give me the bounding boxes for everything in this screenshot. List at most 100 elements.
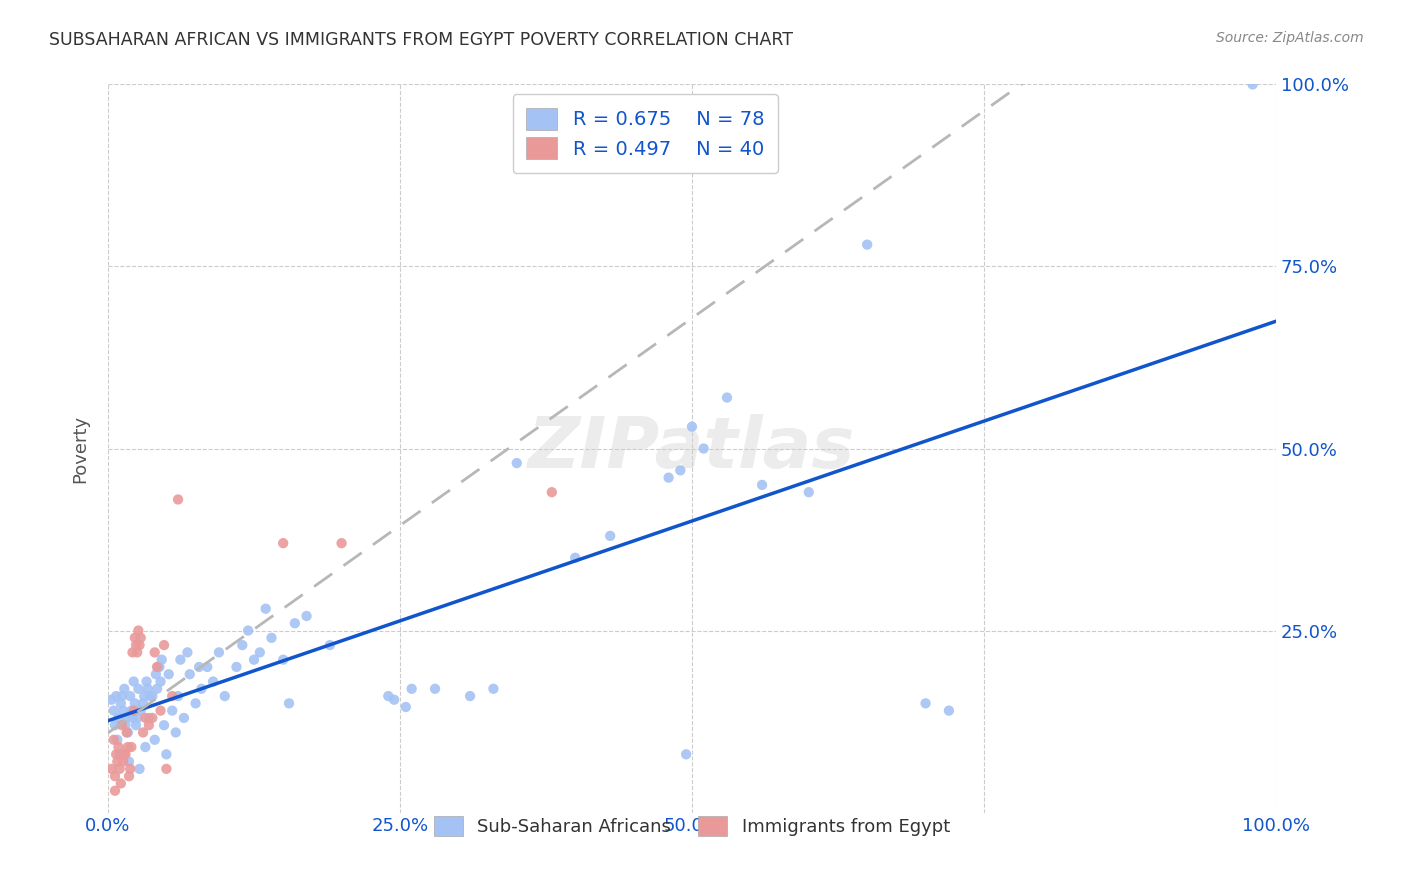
- Point: [167, 689, 190, 703]
- Point: [138, 711, 160, 725]
- Point: [330, 536, 353, 550]
- Point: [208, 645, 231, 659]
- Point: [104, 718, 127, 732]
- Point: [141, 711, 163, 725]
- Point: [914, 697, 936, 711]
- Point: [104, 769, 127, 783]
- Text: Source: ZipAtlas.com: Source: ZipAtlas.com: [1216, 31, 1364, 45]
- Point: [271, 536, 294, 550]
- Point: [132, 725, 155, 739]
- Point: [110, 776, 132, 790]
- Point: [506, 456, 529, 470]
- Point: [143, 645, 166, 659]
- Point: [129, 704, 152, 718]
- Point: [295, 609, 318, 624]
- Point: [278, 697, 301, 711]
- Point: [115, 711, 138, 725]
- Point: [169, 653, 191, 667]
- Point: [395, 700, 418, 714]
- Point: [110, 697, 132, 711]
- Point: [716, 391, 738, 405]
- Point: [173, 711, 195, 725]
- Point: [129, 631, 152, 645]
- Point: [165, 725, 187, 739]
- Point: [117, 725, 139, 739]
- Point: [122, 704, 145, 718]
- Point: [243, 653, 266, 667]
- Point: [751, 478, 773, 492]
- Point: [938, 704, 960, 718]
- Point: [231, 638, 253, 652]
- Point: [112, 755, 135, 769]
- Point: [112, 747, 135, 762]
- Point: [284, 616, 307, 631]
- Point: [155, 762, 177, 776]
- Point: [271, 653, 294, 667]
- Point: [141, 689, 163, 703]
- Point: [149, 704, 172, 718]
- Point: [153, 718, 176, 732]
- Point: [107, 739, 129, 754]
- Point: [145, 667, 167, 681]
- Point: [108, 762, 131, 776]
- Point: [100, 762, 122, 776]
- Point: [260, 631, 283, 645]
- Point: [319, 638, 342, 652]
- Point: [124, 631, 146, 645]
- Point: [149, 674, 172, 689]
- Point: [148, 660, 170, 674]
- Point: [120, 704, 142, 718]
- Point: [225, 660, 247, 674]
- Point: [117, 739, 139, 754]
- Point: [108, 747, 131, 762]
- Point: [122, 674, 145, 689]
- Point: [100, 692, 122, 706]
- Point: [423, 681, 446, 696]
- Point: [125, 638, 148, 652]
- Point: [681, 419, 703, 434]
- Point: [105, 755, 128, 769]
- Point: [112, 681, 135, 696]
- Point: [107, 711, 129, 725]
- Point: [599, 529, 621, 543]
- Point: [127, 711, 149, 725]
- Point: [128, 638, 150, 652]
- Point: [160, 704, 183, 718]
- Point: [125, 718, 148, 732]
- Point: [236, 624, 259, 638]
- Point: [103, 704, 125, 718]
- Point: [167, 492, 190, 507]
- Point: [155, 747, 177, 762]
- Point: [658, 470, 681, 484]
- Point: [157, 667, 180, 681]
- Point: [692, 442, 714, 456]
- Point: [121, 645, 143, 659]
- Point: [1241, 78, 1264, 92]
- Point: [135, 674, 157, 689]
- Point: [115, 725, 138, 739]
- Legend: Sub-Saharan Africans, Immigrants from Egypt: Sub-Saharan Africans, Immigrants from Eg…: [427, 808, 957, 844]
- Point: [120, 689, 142, 703]
- Point: [127, 624, 149, 638]
- Point: [118, 755, 141, 769]
- Point: [134, 689, 156, 703]
- Point: [121, 711, 143, 725]
- Point: [150, 653, 173, 667]
- Point: [114, 718, 136, 732]
- Point: [202, 674, 225, 689]
- Point: [482, 681, 505, 696]
- Point: [564, 550, 586, 565]
- Point: [190, 681, 212, 696]
- Point: [669, 463, 692, 477]
- Point: [128, 762, 150, 776]
- Point: [675, 747, 697, 762]
- Point: [160, 689, 183, 703]
- Point: [132, 697, 155, 711]
- Text: ZIPatlas: ZIPatlas: [529, 414, 856, 483]
- Point: [153, 638, 176, 652]
- Point: [136, 681, 159, 696]
- Point: [114, 747, 136, 762]
- Point: [127, 681, 149, 696]
- Point: [124, 697, 146, 711]
- Point: [856, 237, 879, 252]
